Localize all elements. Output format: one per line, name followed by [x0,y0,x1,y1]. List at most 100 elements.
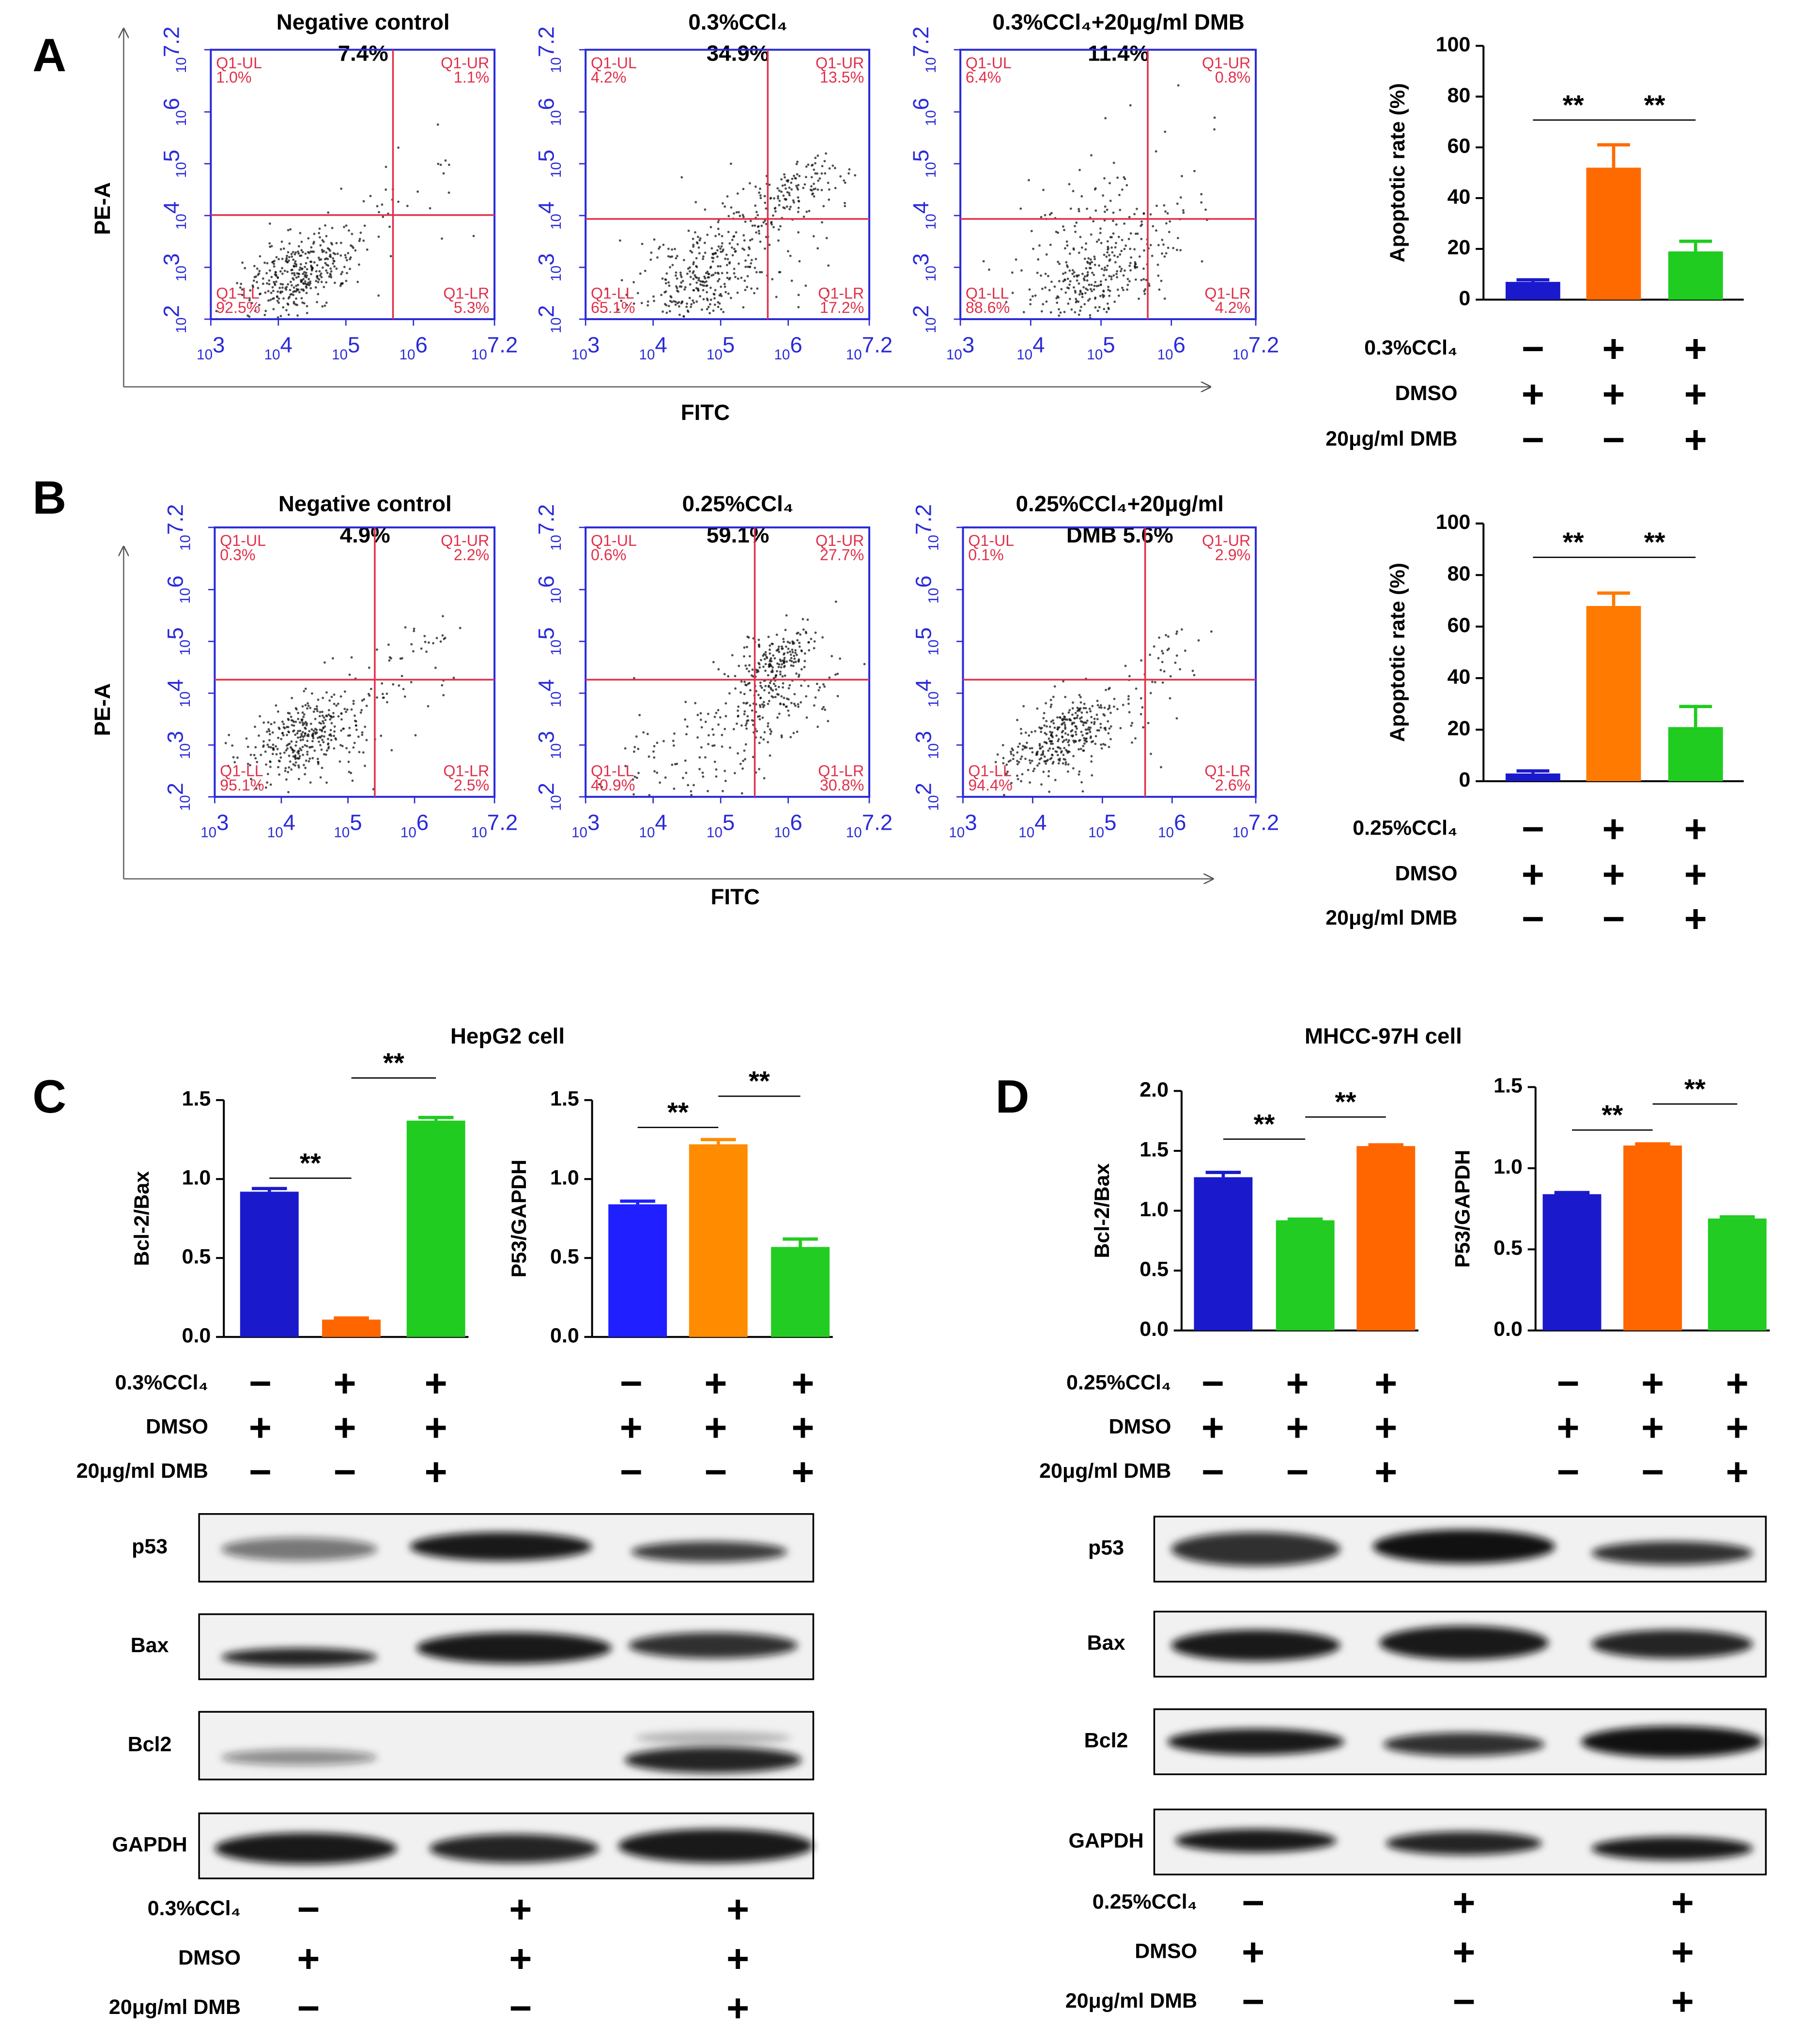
event-dot [1110,275,1113,278]
event-dot [1111,251,1114,254]
event-dot [710,247,713,250]
event-dot [306,750,309,753]
event-dot [347,760,350,763]
event-dot [1103,210,1106,213]
event-dot [1100,706,1103,709]
event-dot [812,235,815,238]
event-dot [778,650,781,653]
event-dot [988,268,990,271]
event-dot [631,778,634,781]
event-dot [258,270,261,272]
event-dot [706,308,708,310]
event-dot [1139,713,1142,715]
event-dot [748,248,751,250]
event-dot [811,164,814,166]
treatment-label: DMSO [1395,382,1458,405]
event-dot [288,259,290,262]
tick-base: 10 [177,795,193,811]
event-dot [766,656,769,659]
quadrant-name: Q1-UL [220,532,266,549]
event-dot [323,286,325,288]
event-dot [279,290,282,293]
event-dot [304,744,307,747]
event-dot [742,759,745,762]
event-dot [759,197,762,200]
y-tick-label: 1.5 [1493,1074,1523,1098]
event-dot [289,280,292,283]
x-tick-label: 105 [707,332,735,363]
event-dot [1054,779,1057,781]
event-dot [1106,251,1109,254]
event-dot [800,649,803,652]
event-dot [798,641,801,644]
treatment-label: 20μg/ml DMB [1325,906,1457,929]
event-dot [692,270,695,273]
event-dot [1005,763,1008,766]
bar [689,1144,748,1337]
event-dot [296,250,299,253]
event-dot [1108,275,1111,278]
event-dot [1100,242,1103,245]
event-dot [1098,264,1100,267]
quadrant-value: 4.2% [591,68,626,86]
event-dot [1020,732,1023,735]
event-dot [739,215,741,217]
event-dot [673,788,676,790]
event-dot [702,298,705,301]
event-dot [241,288,244,291]
event-dot [727,675,730,678]
event-dot [740,724,743,727]
event-dot [315,705,318,708]
event-dot [331,243,334,246]
treatment-sign: + [249,1406,272,1450]
event-dot [1093,274,1095,277]
event-dot [667,281,670,284]
tick-base: 10 [923,214,939,230]
event-dot [732,728,735,730]
event-dot [834,600,837,603]
treatment-sign: + [425,1450,447,1494]
quadrant-name: Q1-UR [1202,532,1250,549]
tick-base: 10 [173,162,189,178]
event-dot [297,730,300,732]
event-dot [777,648,780,650]
treatment-sign: + [297,1937,320,1981]
event-dot [1057,232,1060,234]
event-dot [1058,280,1061,282]
event-dot [392,683,395,686]
event-dot [702,255,705,258]
event-dot [672,740,675,742]
event-dot [1047,737,1050,740]
event-dot [295,297,298,300]
plot-title: 34.9% [707,41,770,66]
panel-label: D [996,1070,1030,1123]
event-dot [1134,737,1137,740]
event-dot [1062,280,1065,283]
event-dot [828,167,831,170]
event-dot [320,280,323,283]
event-dot [833,167,836,170]
event-dot [1087,262,1089,264]
event-dot [256,267,259,270]
quadrant-name: Q1-UL [591,54,637,72]
event-dot [1106,208,1108,211]
event-dot [762,666,765,668]
x-tick-label: 107.2 [846,810,893,841]
event-dot [1064,726,1067,728]
event-dot [1105,268,1108,271]
panel-label: C [32,1070,66,1123]
event-dot [752,724,754,726]
event-dot [380,734,383,737]
event-dot [447,191,450,194]
event-dot [708,273,710,276]
event-dot [686,725,689,728]
flow-outer-axes [123,29,1213,879]
event-dot [318,270,321,273]
event-dot [358,240,361,242]
treatment-sign: + [425,1406,447,1450]
event-dot [714,234,717,237]
event-dot [775,295,778,298]
event-dot [1063,715,1065,718]
event-dot [1105,255,1108,258]
event-dot [365,704,368,707]
